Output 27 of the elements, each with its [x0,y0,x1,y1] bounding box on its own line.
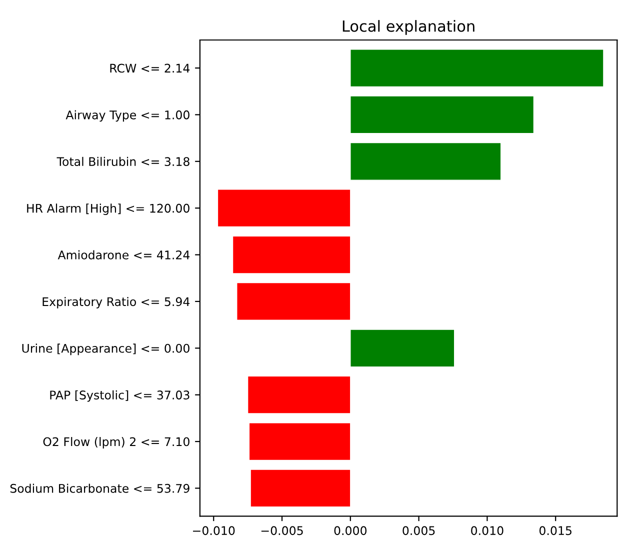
y-tick-label: Amiodarone <= 41.24 [58,250,190,260]
y-tick-label: O2 Flow (lpm) 2 <= 7.10 [43,437,190,448]
x-tick-label: 0.010 [471,526,504,536]
x-tick-label: 0.000 [334,526,367,536]
bar [217,189,351,228]
x-tick-label: −0.005 [261,526,303,536]
x-tick-label: −0.010 [193,526,235,536]
bar [350,329,455,368]
bar [247,376,351,414]
y-tick-label: HR Alarm [High] <= 120.00 [27,204,190,216]
bar [350,96,534,134]
bar [248,422,351,461]
bar [236,282,351,320]
y-tick-label: Total Bilirubin <= 3.18 [56,156,190,166]
y-tick-label: Sodium Bicarbonate <= 53.79 [10,484,190,493]
bar [350,48,604,88]
x-tick-label: 0.005 [402,526,435,536]
bar [350,142,502,180]
y-tick-label: Expiratory Ratio <= 5.94 [42,296,190,308]
y-tick-label: PAP [Systolic] <= 37.03 [50,390,190,402]
y-tick-label: Airway Type <= 1.00 [66,110,190,122]
x-tick-label: 0.015 [539,526,572,536]
bar [250,469,351,508]
bar [232,236,351,274]
y-tick-label: RCW <= 2.14 [110,64,190,73]
chart-title: Local explanation [342,20,474,35]
y-tick-label: Urine [Appearance] <= 0.00 [22,344,190,356]
